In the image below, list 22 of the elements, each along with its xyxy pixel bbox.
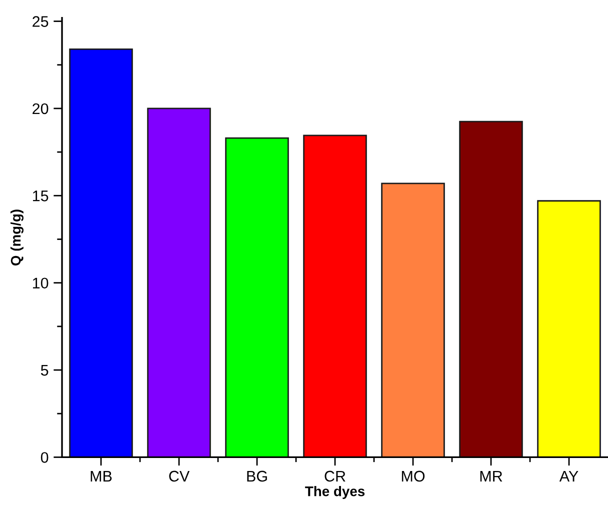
bar (225, 137, 289, 458)
y-tick-label: 5 (40, 365, 48, 376)
bar (381, 182, 445, 458)
bar (537, 200, 601, 458)
x-tick-label: AY (559, 470, 578, 482)
x-tick-label: MR (480, 470, 502, 482)
bar (69, 48, 133, 458)
y-tick-label: 15 (32, 190, 48, 202)
x-tick-label: BG (247, 470, 267, 482)
bar (147, 108, 211, 458)
y-tick-label: 25 (32, 16, 48, 27)
y-axis-title: Q (mg/g) (10, 210, 24, 266)
y-tick-label: 20 (32, 103, 48, 114)
bar (303, 134, 367, 458)
x-tick-label: MB (90, 470, 112, 482)
x-tick-label: MO (402, 470, 425, 482)
x-tick-label: CR (324, 470, 346, 482)
bar (459, 120, 523, 458)
y-tick-label: 0 (40, 452, 48, 463)
y-tick-label: 10 (32, 278, 48, 289)
x-axis-title: The dyes (305, 486, 365, 499)
x-tick-label: CV (169, 470, 190, 482)
